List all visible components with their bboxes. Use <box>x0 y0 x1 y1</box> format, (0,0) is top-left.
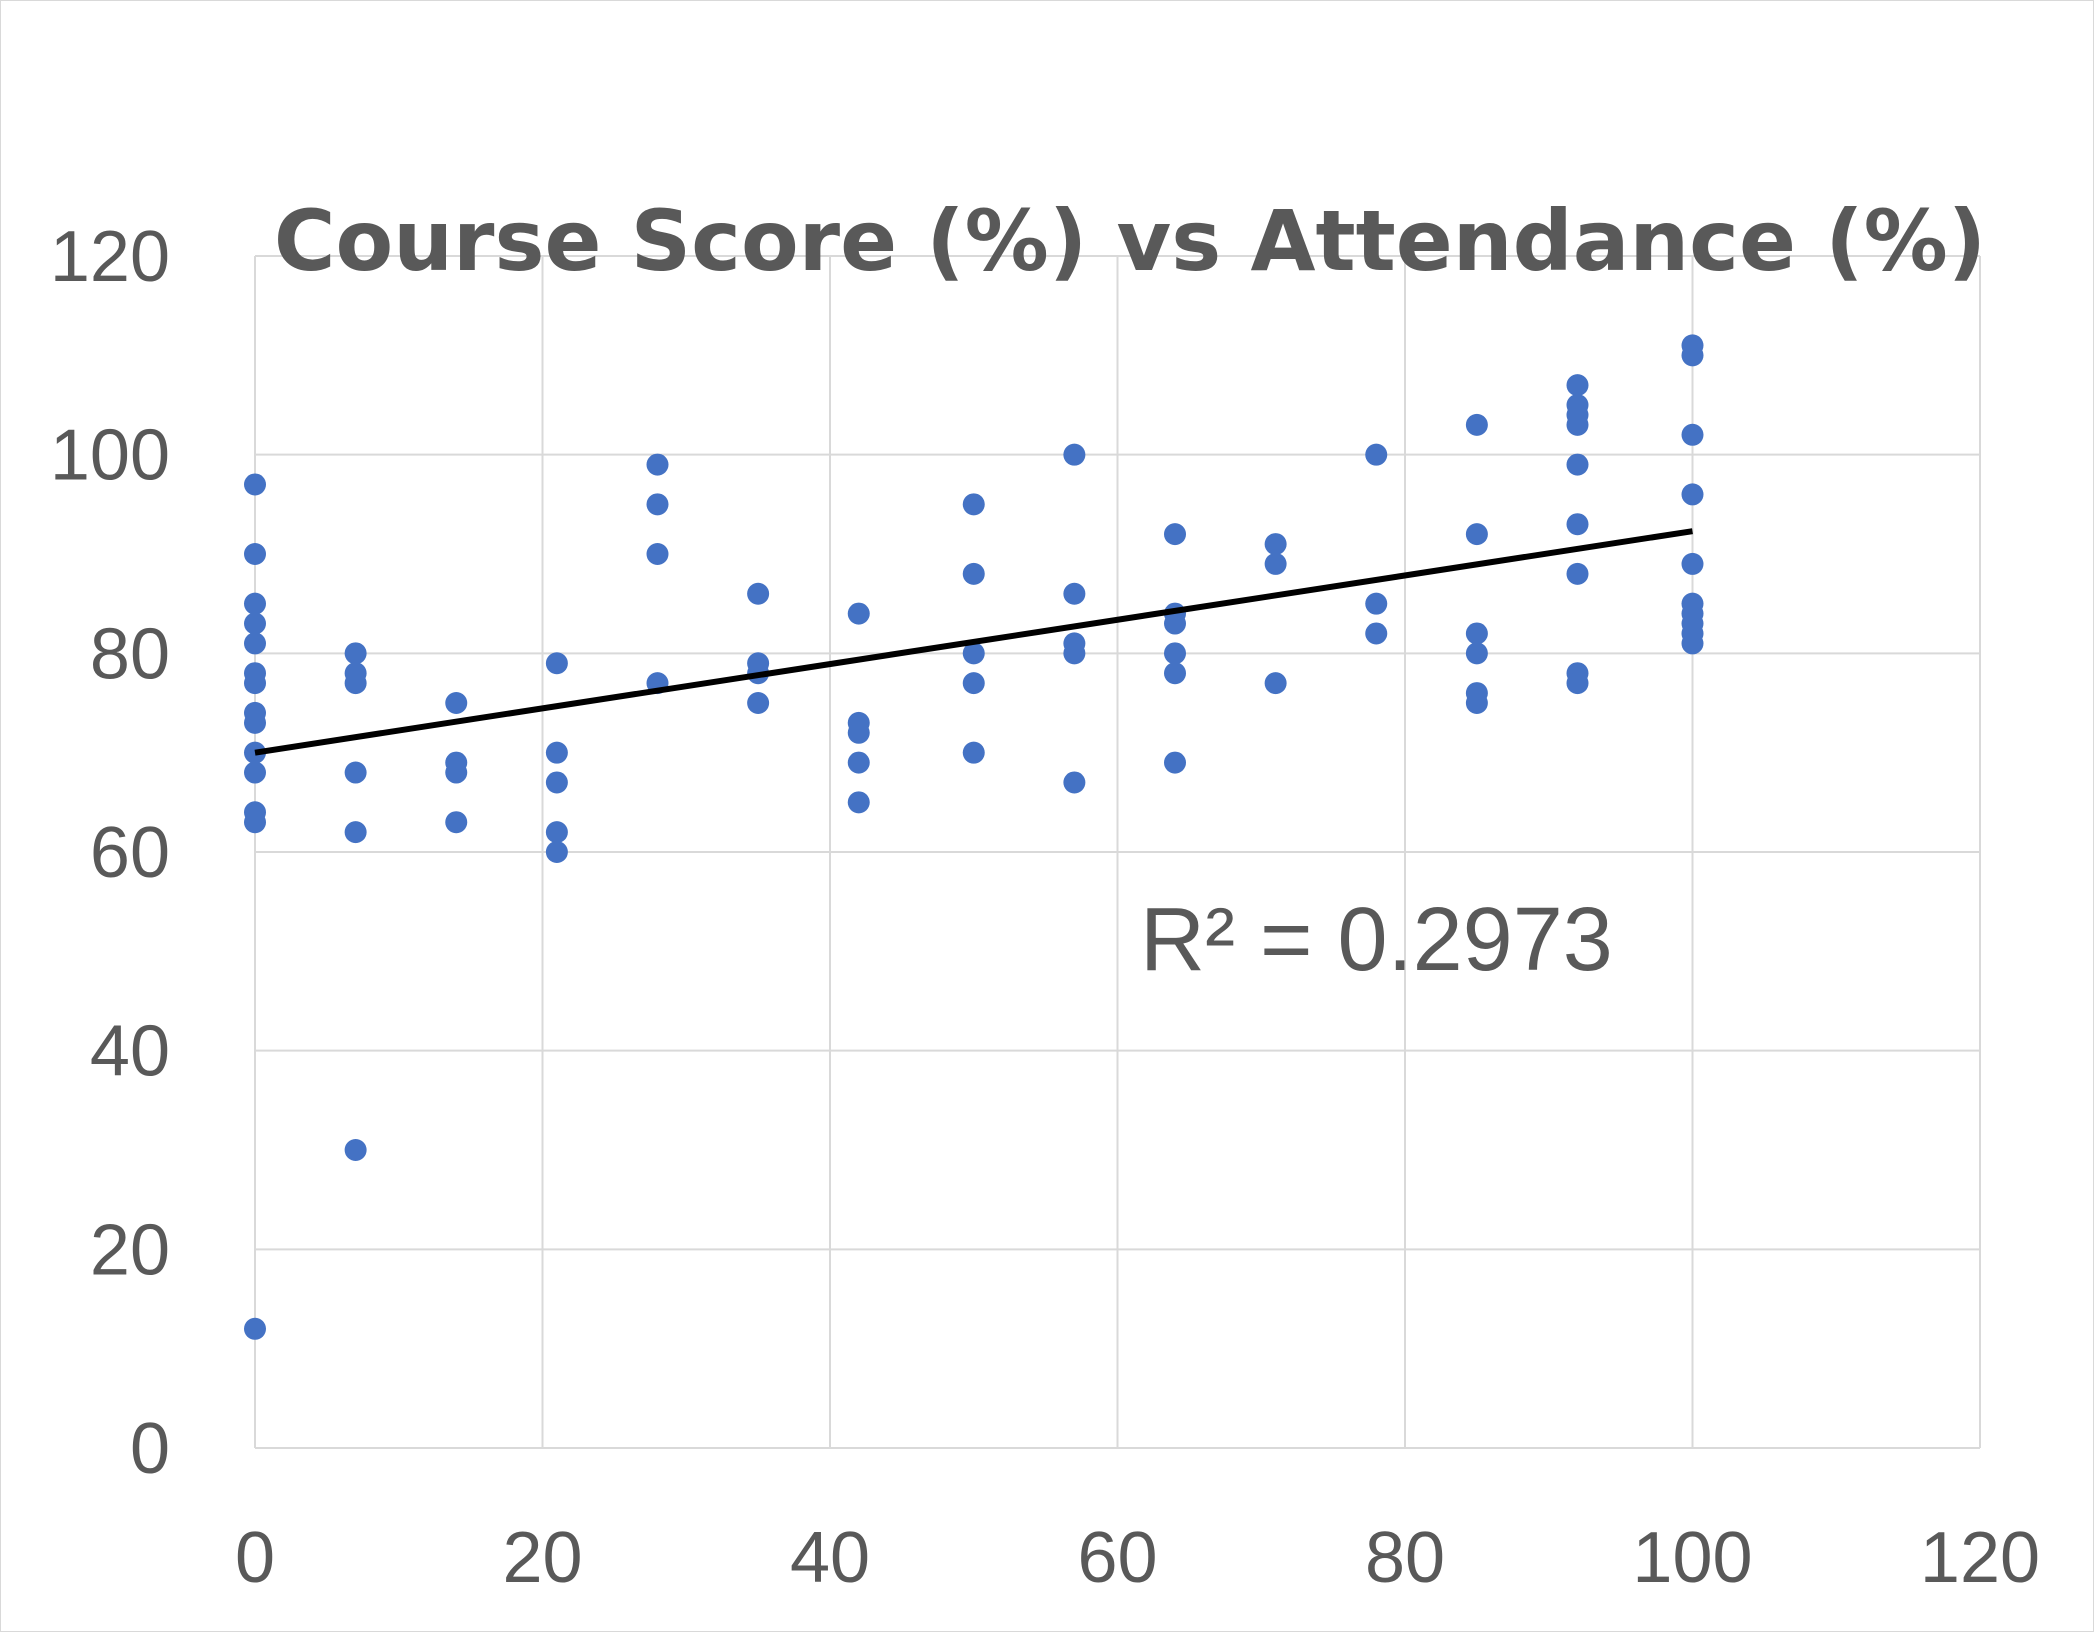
y-axis-tick-labels: 0 20 40 60 80 100 120 <box>50 217 170 1489</box>
data-point <box>1566 562 1589 585</box>
data-point <box>344 761 367 784</box>
x-tick-label: 0 <box>235 1518 275 1598</box>
data-point <box>1681 483 1704 506</box>
data-point <box>847 602 870 625</box>
y-tick-label: 40 <box>90 1012 170 1092</box>
data-point <box>1465 642 1488 665</box>
data-point <box>244 811 266 834</box>
y-tick-label: 120 <box>50 217 170 297</box>
data-point <box>445 692 468 714</box>
data-point <box>344 1139 367 1161</box>
data-point <box>244 543 266 565</box>
data-point <box>1566 513 1589 536</box>
data-point <box>1681 632 1704 655</box>
data-point <box>646 543 669 565</box>
data-point <box>545 821 568 844</box>
data-point <box>1164 662 1186 685</box>
data-point <box>244 612 266 635</box>
data-point <box>1365 592 1388 615</box>
data-point <box>962 562 985 585</box>
data-point <box>445 761 468 784</box>
data-point <box>1465 622 1488 645</box>
data-point <box>747 582 770 605</box>
trendline <box>254 528 1693 756</box>
data-point <box>1566 374 1589 397</box>
data-point <box>1264 672 1287 695</box>
data-point <box>847 721 870 744</box>
data-point <box>1164 612 1186 635</box>
data-point <box>1164 642 1186 665</box>
x-tick-label: 80 <box>1365 1518 1445 1598</box>
y-tick-label: 20 <box>90 1210 170 1290</box>
axes <box>254 256 1980 1449</box>
data-points <box>244 334 1704 1340</box>
data-point <box>747 692 770 714</box>
data-point <box>244 672 266 695</box>
x-tick-label: 100 <box>1632 1518 1752 1598</box>
data-point <box>847 751 870 774</box>
data-point <box>445 811 468 834</box>
data-point <box>962 741 985 764</box>
data-point <box>1365 622 1388 645</box>
data-point <box>1465 413 1488 436</box>
data-point <box>545 652 568 675</box>
data-point <box>344 821 367 844</box>
data-point <box>1063 642 1086 665</box>
data-point <box>1063 443 1086 466</box>
data-point <box>244 592 266 615</box>
data-point <box>1465 523 1488 546</box>
data-point <box>1681 344 1704 367</box>
x-axis-tick-labels: 0 20 40 60 80 100 120 <box>235 1518 2040 1598</box>
data-point <box>962 493 985 516</box>
data-point <box>646 453 669 476</box>
data-point <box>962 672 985 695</box>
data-point <box>244 1317 266 1340</box>
data-point <box>847 791 870 814</box>
grid-lines <box>255 255 1981 1448</box>
r-squared-label: R² = 0.2973 <box>1140 890 1613 990</box>
y-tick-label: 60 <box>90 813 170 893</box>
data-point <box>1465 692 1488 714</box>
data-point <box>545 741 568 764</box>
data-point <box>1566 672 1589 695</box>
trendline-layer <box>254 528 1693 756</box>
data-point <box>244 632 266 655</box>
data-point <box>244 473 266 496</box>
data-point <box>344 672 367 695</box>
data-point <box>1063 582 1086 605</box>
data-point <box>344 642 367 665</box>
x-tick-label: 60 <box>1077 1518 1157 1598</box>
data-point <box>1681 423 1704 446</box>
data-point <box>1566 413 1589 436</box>
data-point <box>1365 443 1388 466</box>
x-tick-label: 120 <box>1920 1518 2040 1598</box>
data-point <box>244 711 266 734</box>
data-point <box>545 841 568 863</box>
data-point <box>1063 771 1086 794</box>
data-point <box>1264 552 1287 575</box>
data-point <box>1681 552 1704 575</box>
data-point <box>1264 533 1287 556</box>
x-tick-label: 20 <box>502 1518 582 1598</box>
data-point <box>1566 453 1589 476</box>
data-point <box>545 771 568 794</box>
chart-title: Course Score (%) vs Attendance (%) <box>274 192 1986 290</box>
data-point <box>646 493 669 516</box>
data-point <box>962 642 985 665</box>
data-point <box>1164 751 1186 774</box>
y-tick-label: 0 <box>130 1409 170 1489</box>
data-point <box>1164 523 1186 546</box>
y-tick-label: 80 <box>90 614 170 694</box>
y-tick-label: 100 <box>50 416 170 496</box>
x-tick-label: 40 <box>790 1518 870 1598</box>
data-point <box>244 761 266 784</box>
